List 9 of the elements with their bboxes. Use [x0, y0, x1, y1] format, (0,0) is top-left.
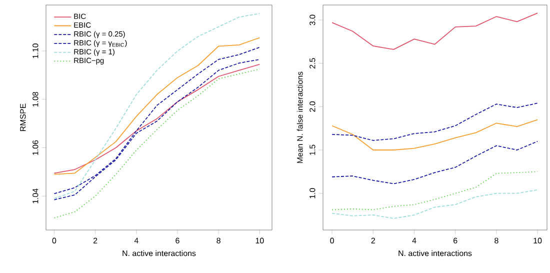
- line-series: [54, 37, 260, 175]
- line-series: [54, 64, 260, 174]
- line-series: [332, 12, 538, 50]
- line-series: [54, 13, 260, 199]
- line-series: [332, 102, 538, 141]
- line-series: [332, 189, 538, 219]
- line-series: [54, 68, 260, 218]
- line-series: [332, 119, 538, 150]
- line-series: [332, 140, 538, 184]
